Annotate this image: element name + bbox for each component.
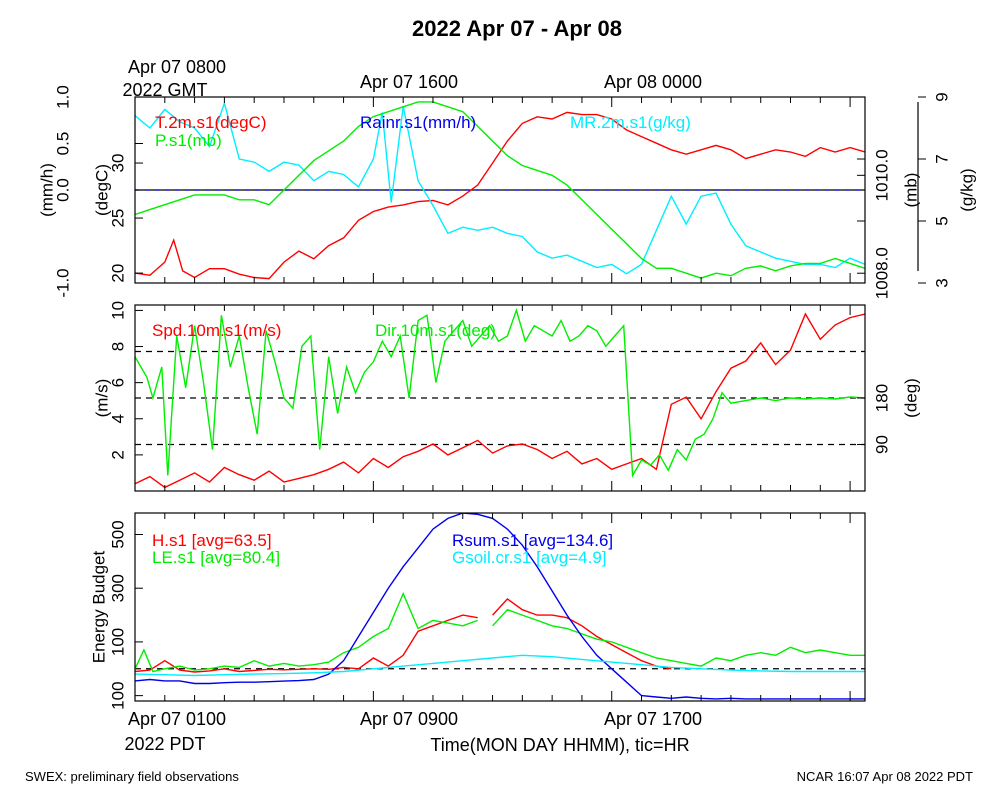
y-tick-label: 0.5 xyxy=(53,132,72,156)
legend-cyan: Gsoil.cr.s1 [avg=4.9] xyxy=(452,548,607,567)
series-line-red xyxy=(135,111,865,280)
footer-right: NCAR 16:07 Apr 08 2022 PDT xyxy=(797,769,973,784)
y-tick-label: 10 xyxy=(108,301,127,320)
y-tick-label: 1010.0 xyxy=(872,149,891,201)
y-tick-label: 25 xyxy=(108,209,127,228)
top-time-label: 2022 GMT xyxy=(122,80,207,100)
chart-title: 2022 Apr 07 - Apr 08 xyxy=(412,16,622,41)
y-tick-label: 2 xyxy=(108,450,127,459)
y-tick-label: 20 xyxy=(108,264,127,283)
bottom-time-label: Apr 07 0900 xyxy=(360,709,458,729)
y-tick-label: -1.0 xyxy=(53,268,72,297)
y-tick-label: 6 xyxy=(108,378,127,387)
y-tick-label: 180 xyxy=(872,384,891,412)
y-tick-label: 8 xyxy=(108,342,127,351)
y-tick-label: 0.0 xyxy=(53,178,72,202)
y-axis-title: (mm/h) xyxy=(37,163,56,217)
series-line-cyan xyxy=(135,100,865,275)
top-time-label: Apr 08 0000 xyxy=(604,72,702,92)
y-tick-label: 500 xyxy=(108,520,127,548)
y-tick-label: 7 xyxy=(932,154,951,163)
legend-cyan: MR.2m.s1(g/kg) xyxy=(570,113,691,132)
legend-green: LE.s1 [avg=80.4] xyxy=(152,548,280,567)
y-tick-label: 5 xyxy=(932,216,951,225)
legend-red: Spd.10m.s1(m/s) xyxy=(152,321,281,340)
y-axis-title: (degC) xyxy=(92,164,111,216)
y-axis-title: (deg) xyxy=(901,378,920,418)
y-tick-label: 100 xyxy=(108,681,127,709)
y-tick-label: 4 xyxy=(108,414,127,423)
y-tick-label: 100 xyxy=(108,628,127,656)
bottom-time-label: Apr 07 0100 xyxy=(128,709,226,729)
top-time-label: Apr 07 1600 xyxy=(360,72,458,92)
y-tick-label: 3 xyxy=(932,278,951,287)
legend-red: H.s1 [avg=63.5] xyxy=(152,531,272,550)
series-line-green xyxy=(135,307,865,478)
y-tick-label: 90 xyxy=(872,435,891,454)
y-tick-label: 30 xyxy=(108,154,127,173)
bottom-time-label: 2022 PDT xyxy=(124,734,205,754)
series-line-green xyxy=(135,101,865,279)
y-axis-title: Energy Budget xyxy=(89,550,108,663)
legend-green: Dir.10m.s1(deg) xyxy=(375,321,496,340)
y-tick-label: 300 xyxy=(108,574,127,602)
legend-blue: Rainr.s1(mm/h) xyxy=(360,113,476,132)
legend-red: T.2m.s1(degC) xyxy=(155,113,266,132)
y-axis-title: (m/s) xyxy=(92,379,111,418)
y-tick-label: 9 xyxy=(932,92,951,101)
panel-wind: 2 4 6 8 10 (m/s) 90 180 (deg) Spd.10m.s1(m/s) Dir.… xyxy=(92,301,920,492)
y-tick-label: 1008.0 xyxy=(872,247,891,299)
legend-blue: Rsum.s1 [avg=134.6] xyxy=(452,531,613,550)
series-line-red xyxy=(135,312,865,489)
panel-met: -1.0 0.0 0.5 1.0 (mm/h) 20 25 30(degC) 1008.0 101… xyxy=(37,85,976,299)
y-tick-label: 1.0 xyxy=(53,85,72,109)
series-line-cyan xyxy=(135,654,865,677)
series-line-red xyxy=(135,597,672,673)
x-axis-label: Time(MON DAY HHMM), tic=HR xyxy=(430,735,689,755)
legend-green: P.s1(mb) xyxy=(155,131,222,150)
series-line-green xyxy=(135,591,865,673)
plot-frame xyxy=(134,512,866,702)
bottom-time-label: Apr 07 1700 xyxy=(604,709,702,729)
y-axis-title: (g/kg) xyxy=(957,168,976,211)
series-line-blue xyxy=(135,513,865,700)
footer-left: SWEX: preliminary field observations xyxy=(25,769,239,784)
top-time-label: Apr 07 0800 xyxy=(128,57,226,77)
y-axis-title: (mb) xyxy=(901,173,920,208)
